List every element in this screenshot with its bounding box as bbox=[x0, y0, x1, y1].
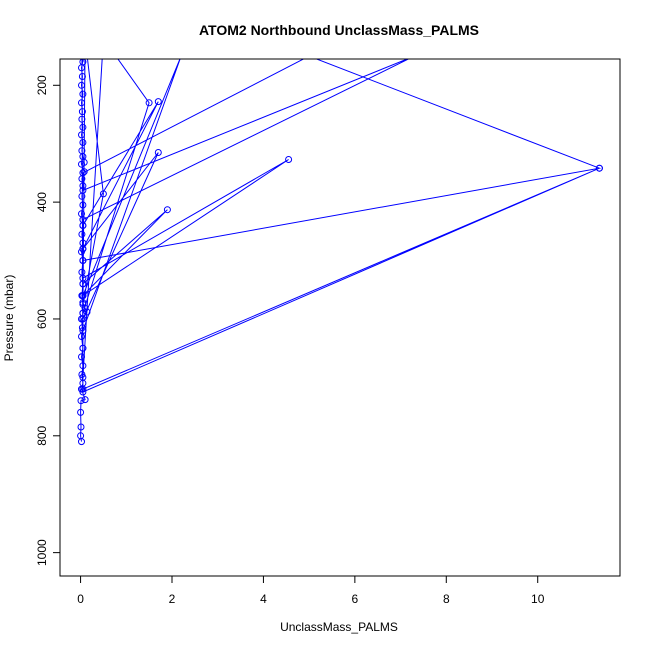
data-point bbox=[79, 201, 87, 209]
data-point bbox=[78, 230, 86, 238]
y-tick-label: 1000 bbox=[35, 539, 49, 566]
x-tick-label: 2 bbox=[169, 592, 176, 606]
data-point bbox=[80, 168, 88, 176]
data-point bbox=[79, 344, 87, 352]
data-point bbox=[78, 131, 85, 139]
data-point bbox=[78, 371, 86, 378]
data-point bbox=[79, 139, 87, 146]
data-point bbox=[79, 274, 87, 282]
data-point bbox=[78, 115, 86, 123]
data-point bbox=[83, 308, 91, 316]
y-tick-label: 400 bbox=[35, 192, 49, 212]
data-point bbox=[78, 81, 85, 89]
data-point bbox=[79, 362, 87, 370]
data-point bbox=[78, 147, 86, 155]
x-axis: 0 2 4 6 8 10 bbox=[77, 575, 545, 606]
data-point bbox=[78, 353, 85, 361]
data-point bbox=[79, 123, 87, 131]
plot-area bbox=[77, 59, 603, 446]
data-point bbox=[595, 164, 603, 172]
data-point bbox=[77, 423, 85, 431]
data-point bbox=[79, 327, 87, 335]
data-point bbox=[79, 385, 87, 393]
x-tick-label: 6 bbox=[352, 592, 359, 606]
data-point bbox=[79, 182, 87, 190]
data-point bbox=[79, 257, 87, 264]
data-point bbox=[78, 108, 86, 116]
x-tick-label: 0 bbox=[77, 592, 84, 606]
data-point bbox=[78, 73, 86, 80]
data-point bbox=[79, 309, 87, 317]
data-point bbox=[79, 373, 87, 381]
data-point bbox=[79, 169, 87, 177]
data-point bbox=[145, 99, 153, 107]
y-tick-label: 600 bbox=[35, 309, 49, 329]
x-tick-label: 4 bbox=[260, 592, 267, 606]
data-point bbox=[79, 388, 87, 396]
data-point bbox=[163, 206, 171, 214]
data-point bbox=[79, 216, 87, 224]
data-point bbox=[78, 324, 86, 332]
data-point bbox=[79, 90, 87, 98]
data-point bbox=[79, 300, 87, 308]
data-point bbox=[285, 156, 293, 163]
data-point bbox=[79, 245, 87, 253]
data-point bbox=[99, 190, 107, 198]
y-axis: 200 400 600 800 1000 bbox=[35, 75, 61, 566]
y-tick-label: 800 bbox=[35, 425, 49, 445]
data-point bbox=[77, 408, 85, 416]
data-point bbox=[81, 396, 89, 404]
x-tick-label: 8 bbox=[443, 592, 450, 606]
x-axis-label: UnclassMass_PALMS bbox=[280, 620, 398, 634]
data-point bbox=[77, 432, 85, 440]
plot-frame bbox=[59, 58, 621, 577]
y-axis-label: Pressure (mbar) bbox=[2, 275, 16, 362]
data-point bbox=[154, 149, 162, 156]
data-point bbox=[79, 186, 87, 194]
data-point bbox=[78, 99, 85, 107]
x-tick-label: 10 bbox=[531, 592, 545, 606]
data-point bbox=[77, 397, 85, 405]
chart-title: ATOM2 Northbound UnclassMass_PALMS bbox=[199, 22, 479, 38]
data-point bbox=[79, 292, 87, 300]
data-point bbox=[154, 98, 162, 106]
data-point bbox=[79, 59, 87, 66]
y-tick-label: 200 bbox=[35, 75, 49, 95]
